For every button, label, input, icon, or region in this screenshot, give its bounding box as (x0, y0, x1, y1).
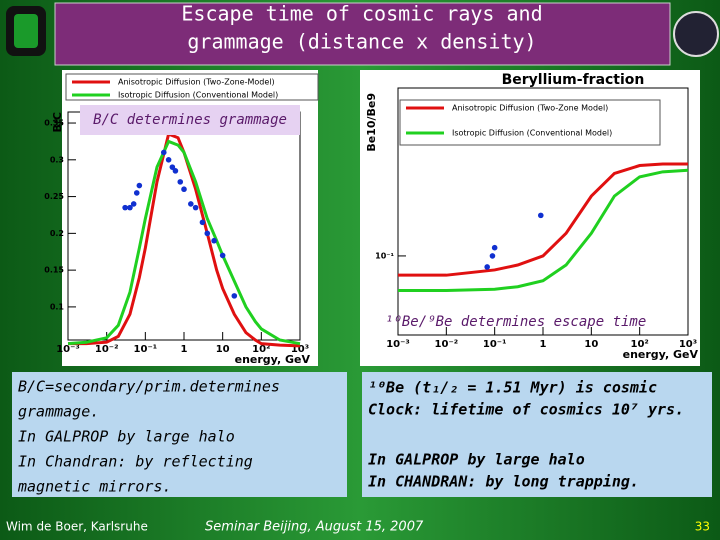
logo-left-inner (14, 14, 38, 48)
box-line: In Chandran: by reflecting (18, 453, 253, 471)
data-point (130, 201, 137, 207)
curve (67, 139, 301, 346)
x-axis-label: energy, GeV (623, 348, 699, 361)
y-tick-label: 0.25 (44, 192, 64, 201)
data-point (231, 293, 238, 299)
box-line: magnetic mirrors. (17, 478, 172, 496)
x-tick-label: 10³ (291, 344, 309, 355)
legend-label: Anisotropic Diffusion (Two-Zone Model) (452, 104, 608, 113)
data-point (219, 252, 226, 259)
x-tick-label: 1 (181, 344, 188, 355)
data-point (165, 157, 172, 163)
x-tick-label: 10³ (679, 339, 697, 350)
footer-author: Wim de Boer, Karlsruhe (6, 520, 148, 534)
box-line: In GALPROP by large halo (368, 451, 585, 469)
data-point (172, 168, 179, 174)
x-tick-label: 10² (252, 344, 270, 355)
y-axis-label: B/C (51, 112, 64, 132)
x-tick-label: 10⁻³ (386, 339, 410, 350)
x-tick-label: 10⁻³ (56, 344, 80, 355)
x-tick-label: 10⁻² (95, 344, 119, 355)
chart-title: Beryllium-fraction (502, 72, 645, 88)
x-tick-label: 1 (540, 339, 547, 350)
annotation: ¹⁰Be/⁹Be determines escape time (385, 314, 646, 330)
x-tick-label: 10⁻¹ (483, 339, 507, 350)
x-tick-label: 10⁻¹ (134, 344, 158, 355)
footer-event: Seminar Beijing, August 15, 2007 (205, 520, 424, 535)
data-point (491, 244, 498, 251)
x-tick-label: 10² (631, 339, 649, 350)
data-point (537, 212, 544, 219)
y-tick-label: 0.1 (50, 302, 65, 311)
annotation-bg (80, 105, 300, 135)
box-line: B/C=secondary/prim.determines (18, 378, 280, 396)
data-point (160, 149, 167, 156)
data-point (177, 179, 184, 185)
data-point (489, 253, 496, 259)
x-tick-label: 10 (216, 344, 230, 355)
x-axis-label: energy, GeV (235, 353, 311, 366)
data-point (484, 264, 490, 270)
y-tick-label: 10⁻¹ (375, 251, 394, 260)
y-tick-label: 0.2 (50, 229, 64, 238)
title-box (54, 2, 671, 66)
data-point (199, 219, 206, 226)
curve (398, 162, 688, 277)
data-point (188, 201, 194, 207)
y-tick-label: 0.35 (44, 119, 64, 128)
legend-label: Anisotropic Diffusion (Two-Zone-Model) (118, 78, 275, 87)
logo-right (673, 11, 719, 57)
title-line: Escape time of cosmic rays and (181, 2, 542, 26)
legend-label: Isotropic Diffusion (Conventional Model) (452, 129, 612, 138)
box-line: In CHANDRAN: by long trapping. (368, 473, 639, 491)
page-number: 33 (695, 520, 710, 534)
data-point (122, 204, 128, 211)
curve (398, 168, 689, 292)
data-point (133, 190, 140, 196)
data-point (192, 204, 199, 211)
data-point (169, 164, 176, 170)
data-point (136, 182, 143, 189)
box-line: grammage. (18, 403, 99, 421)
y-tick-label: 0.15 (44, 266, 64, 275)
box-line: Clock: lifetime of cosmics 10⁷ yrs. (368, 401, 684, 419)
y-axis-label: Be10/Be9 (365, 93, 378, 152)
box-line: ¹⁰Be (t₁/₂ = 1.51 Myr) is cosmic (368, 379, 657, 397)
data-point (127, 204, 133, 211)
annotation: B/C determines grammage (93, 112, 287, 128)
data-point (181, 186, 187, 193)
y-tick-label: 0.3 (50, 155, 64, 164)
title-line: grammage (distance x density) (187, 30, 536, 54)
data-point (211, 237, 217, 244)
legend-label: Isotropic Diffusion (Conventional Model) (118, 91, 278, 100)
x-tick-label: 10⁻² (435, 339, 459, 350)
text-box (362, 372, 712, 497)
box-line: In GALPROP by large halo (18, 428, 235, 446)
text-box (12, 372, 347, 497)
x-tick-label: 10 (584, 339, 598, 350)
data-point (204, 230, 211, 237)
